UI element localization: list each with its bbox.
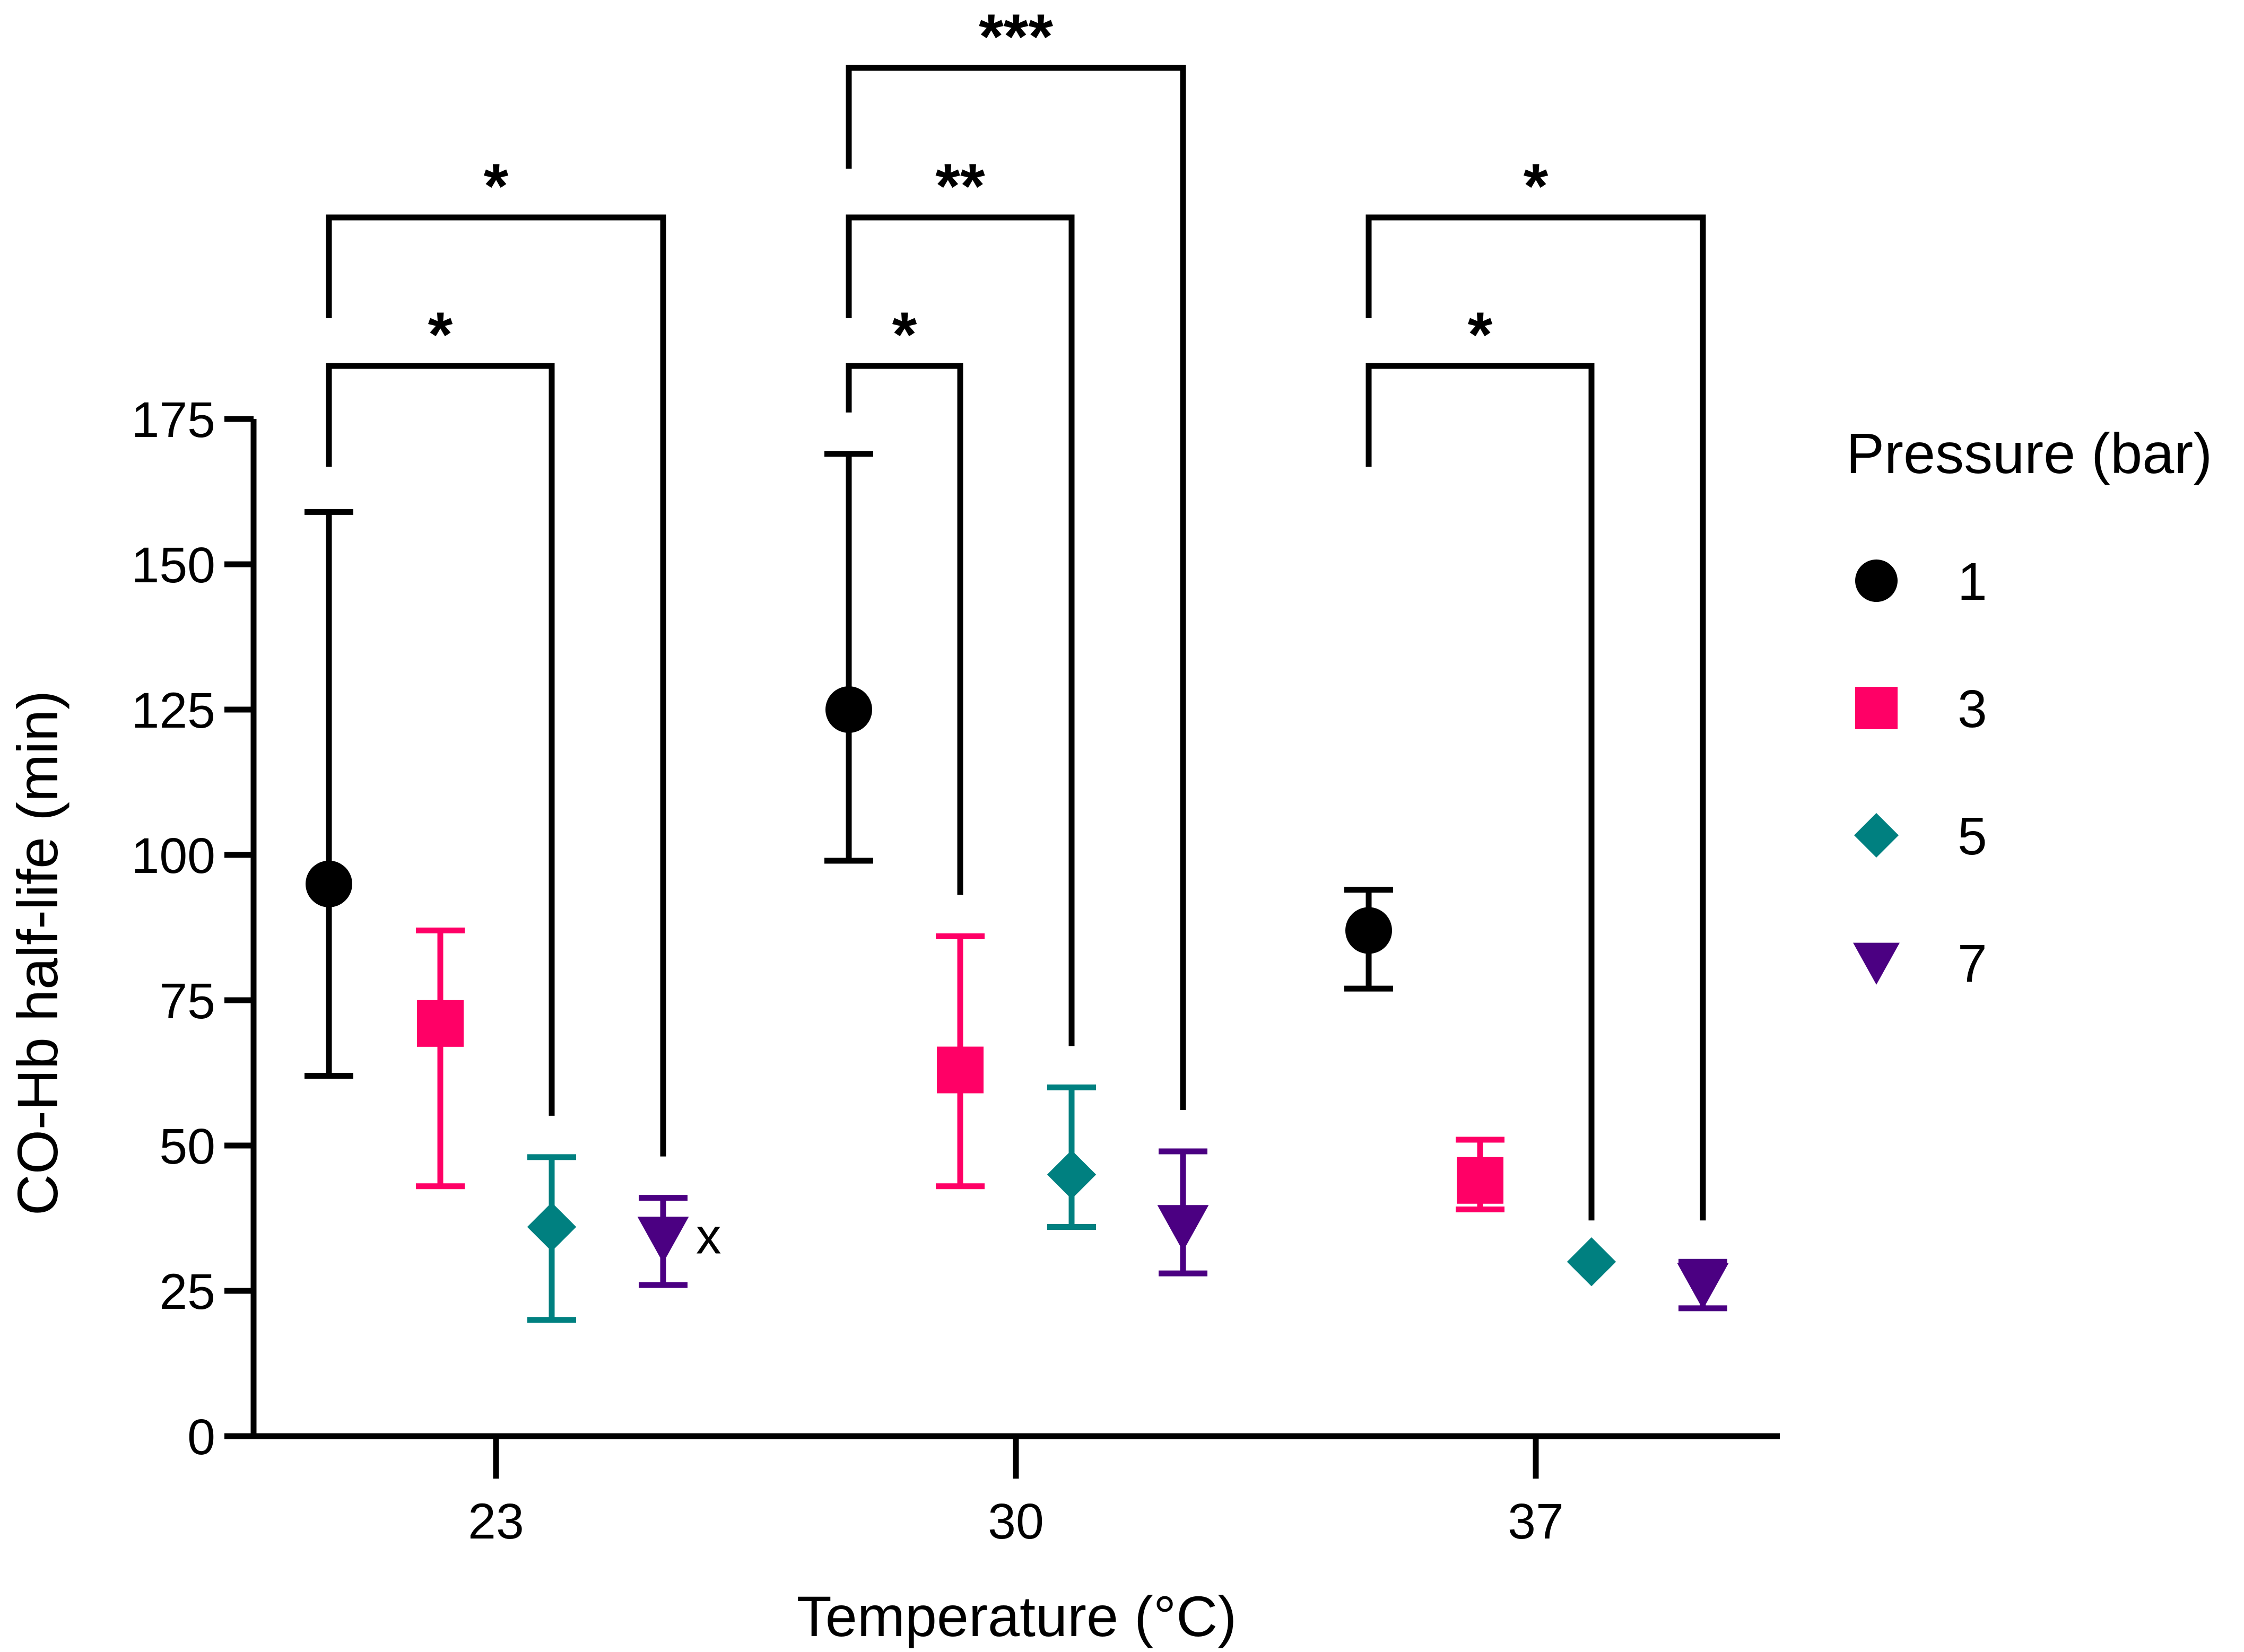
legend-marker-5 [1854, 813, 1899, 858]
y-tick-label: 150 [131, 537, 215, 593]
legend-marker-1 [1855, 560, 1898, 602]
significance-bracket [846, 65, 1186, 1110]
x-tick-label: 30 [988, 1493, 1044, 1550]
significance-label: * [892, 299, 917, 370]
legend-label-7: 7 [1958, 934, 1987, 993]
data-point-7-30 [1157, 1205, 1209, 1252]
significance-label: * [484, 151, 509, 222]
y-tick-label: 175 [131, 392, 215, 448]
significance-bracket [846, 214, 1075, 1046]
significance-bracket [1365, 214, 1706, 1221]
legend-label-3: 3 [1958, 679, 1987, 739]
data-point-7-37 [1677, 1263, 1729, 1310]
significance-bracket [1365, 363, 1595, 1221]
point-annotation: x [696, 1208, 721, 1264]
axes-layer: 0 25 50 75 100 125 150 175 23 30 37 Temperature (°C… [5, 392, 1780, 1648]
x-tick-label: 37 [1508, 1493, 1564, 1550]
significance-label: * [1524, 151, 1549, 222]
significance-label: * [428, 299, 453, 370]
legend-label-1: 1 [1958, 552, 1987, 611]
y-axis-title: CO-Hb half-life (min) [5, 690, 69, 1216]
series-layer: x [305, 451, 1729, 1323]
x-axis-title: Temperature (°C) [797, 1584, 1237, 1648]
data-point-7-23 [637, 1217, 689, 1263]
y-tick-label: 25 [159, 1264, 215, 1320]
data-point-1-37 [1345, 907, 1392, 954]
data-point-5-30 [1047, 1150, 1097, 1199]
significance-label: ** [935, 151, 985, 222]
significance-bracket [326, 363, 555, 1116]
y-tick-label: 50 [159, 1118, 215, 1175]
y-tick-label: 0 [187, 1409, 215, 1465]
significance-label: * [1468, 299, 1493, 370]
data-point-1-23 [306, 860, 352, 907]
legend-title: Pressure (bar) [1846, 421, 2212, 485]
legend-marker-3 [1855, 687, 1898, 729]
significance-bracket [326, 214, 666, 1157]
legend-layer: Pressure (bar) 1 3 5 7 [1846, 421, 2212, 993]
x-tick-label: 23 [468, 1493, 524, 1550]
data-point-3-23 [417, 1000, 464, 1047]
data-point-3-37 [1457, 1157, 1503, 1204]
data-point-3-30 [937, 1046, 984, 1094]
significance-label: *** [979, 1, 1053, 72]
y-tick-label: 75 [159, 973, 215, 1029]
data-point-5-23 [527, 1202, 577, 1252]
legend-label-5: 5 [1958, 807, 1987, 866]
significance-bracket [846, 363, 963, 895]
y-tick-label: 125 [131, 683, 215, 739]
y-tick-label: 100 [131, 828, 215, 884]
significance-layer: ********** [326, 1, 1706, 1221]
legend-marker-7 [1853, 942, 1900, 985]
data-point-5-37 [1567, 1237, 1616, 1287]
data-point-1-30 [825, 686, 872, 733]
